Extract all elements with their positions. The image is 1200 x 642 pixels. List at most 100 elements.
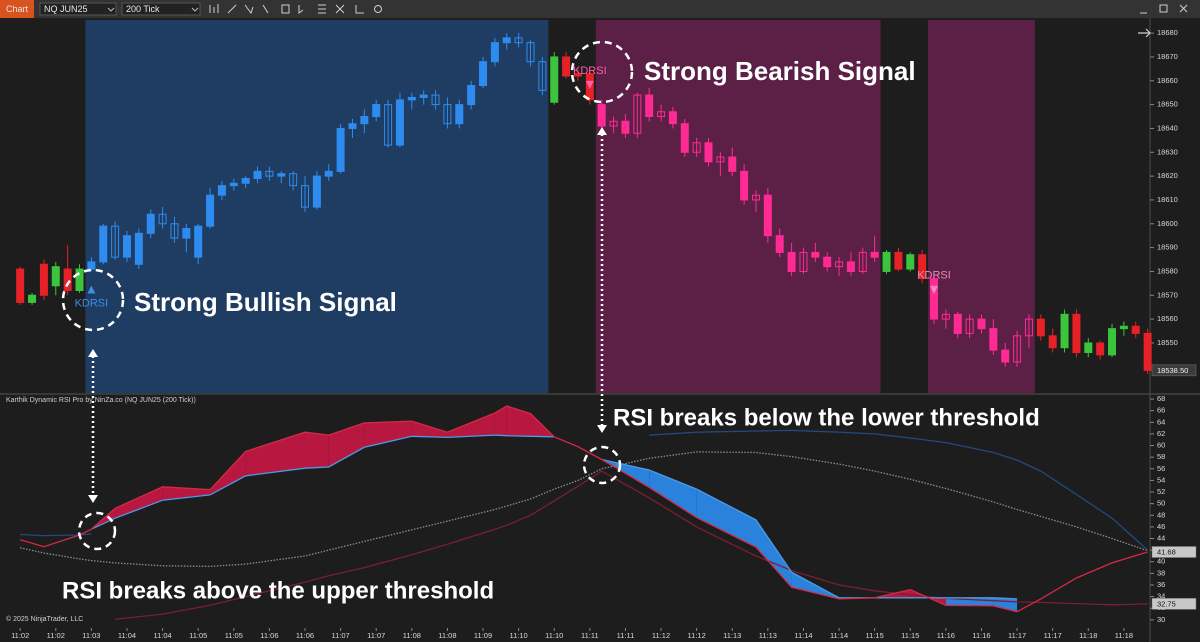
candle-body [360, 116, 369, 125]
candle-body [87, 261, 96, 270]
candle-body [28, 294, 37, 303]
x-tick-label: 11:07 [367, 631, 385, 640]
candle-body [514, 37, 523, 44]
rsi-band [447, 413, 495, 438]
candle-body [336, 127, 345, 172]
signal-ring [61, 268, 125, 332]
instrument-select[interactable] [39, 2, 117, 16]
rsi-band [328, 422, 365, 468]
rsi-band [162, 486, 211, 501]
axis-value-box [1151, 364, 1197, 377]
annotation: Strong Bullish Signal [134, 287, 397, 317]
candle-body [146, 213, 155, 234]
candle-body [301, 185, 310, 208]
y-tick-label: 48 [1157, 510, 1165, 519]
y-tick-label: 18640 [1157, 123, 1178, 132]
candle-body [763, 194, 772, 237]
copyright: © 2025 NinjaTrader, LLC [6, 615, 83, 623]
instrument-label: NQ JUN25 [44, 4, 88, 14]
y-tick-label: 64 [1157, 417, 1165, 426]
candle-body [111, 225, 120, 258]
signal-label: KDRSI [75, 297, 109, 309]
candle-body [75, 268, 84, 292]
y-tick-label: 36 [1157, 580, 1165, 589]
axis-value-label: 32.75 [1157, 599, 1176, 608]
annotation: RSI breaks below the lower threshold [613, 404, 1040, 431]
x-tick-label: 11:17 [1008, 631, 1026, 640]
candle-body [550, 56, 559, 103]
x-tick-label: 11:10 [545, 631, 563, 640]
rsi-band [494, 406, 507, 436]
candle-body [479, 61, 488, 87]
y-tick-label: 18680 [1157, 28, 1178, 37]
candle-body [799, 251, 808, 272]
candle-body [490, 42, 499, 63]
chart-button[interactable] [0, 0, 34, 18]
candle-body [704, 142, 713, 163]
y-tick-label: 18560 [1157, 314, 1178, 323]
toolbar [0, 0, 1200, 18]
candle-body [122, 235, 131, 258]
x-tick-label: 11:12 [652, 631, 670, 640]
candle-body [99, 225, 108, 263]
candle-body [39, 263, 48, 296]
candle-body [277, 173, 286, 177]
candle-body [502, 37, 511, 44]
y-tick-label: 60 [1157, 441, 1165, 450]
candle-body [455, 104, 464, 125]
y-tick-label: 18650 [1157, 100, 1178, 109]
scroll-arrow[interactable] [1138, 28, 1151, 38]
signal-label: KDRSI [573, 65, 607, 77]
candle-body [194, 225, 203, 258]
y-tick-label: 18610 [1157, 195, 1178, 204]
candle-body [372, 104, 381, 118]
candle-body [680, 123, 689, 153]
x-tick-label: 11:06 [296, 631, 314, 640]
candle-body [1048, 335, 1057, 349]
x-tick-label: 11:17 [1044, 631, 1062, 640]
x-tick-label: 11:18 [1115, 631, 1133, 640]
y-tick-label: 50 [1157, 499, 1165, 508]
x-tick-label: 11:06 [260, 631, 278, 640]
signal-region [595, 20, 881, 393]
candle-body [443, 104, 452, 125]
candle-body [728, 156, 737, 172]
candle-body [265, 170, 274, 177]
x-tick-label: 11:11 [581, 631, 599, 640]
rsi-band [411, 421, 448, 438]
candle-body [858, 251, 867, 272]
candle-body [621, 120, 630, 134]
rsi-band [210, 451, 246, 495]
candle-body [609, 120, 618, 127]
interval-select[interactable] [121, 2, 201, 16]
candle-body [431, 94, 440, 106]
y-tick-label: 56 [1157, 464, 1165, 473]
annotation: Strong Bearish Signal [644, 56, 916, 86]
x-tick-label: 11:16 [937, 631, 955, 640]
candle-body [289, 173, 298, 187]
candle-body [538, 61, 547, 91]
y-tick-label: 18550 [1157, 338, 1178, 347]
y-tick-label: 18670 [1157, 52, 1178, 61]
candle-body [846, 261, 855, 272]
candle-body [1001, 349, 1010, 363]
signal-ring [570, 40, 634, 104]
series-line [20, 451, 1148, 568]
candle-body [823, 256, 832, 268]
candle-body [1036, 318, 1045, 337]
x-tick-label: 11:02 [11, 631, 29, 640]
y-tick-label: 18620 [1157, 171, 1178, 180]
candle-body [668, 111, 677, 125]
candle-body [965, 318, 974, 334]
candle-body [419, 94, 428, 98]
app-label: Chart [6, 4, 29, 14]
y-tick-label: 18570 [1157, 290, 1178, 299]
candle-body [1108, 328, 1117, 356]
candle-body [253, 170, 262, 179]
candle-body [633, 94, 642, 134]
candle-body [835, 261, 844, 268]
candle-body [811, 251, 820, 258]
toolbar-icons[interactable] [209, 4, 1188, 15]
axis-value-label: 18538.50 [1157, 366, 1188, 375]
candle-body [882, 251, 891, 272]
